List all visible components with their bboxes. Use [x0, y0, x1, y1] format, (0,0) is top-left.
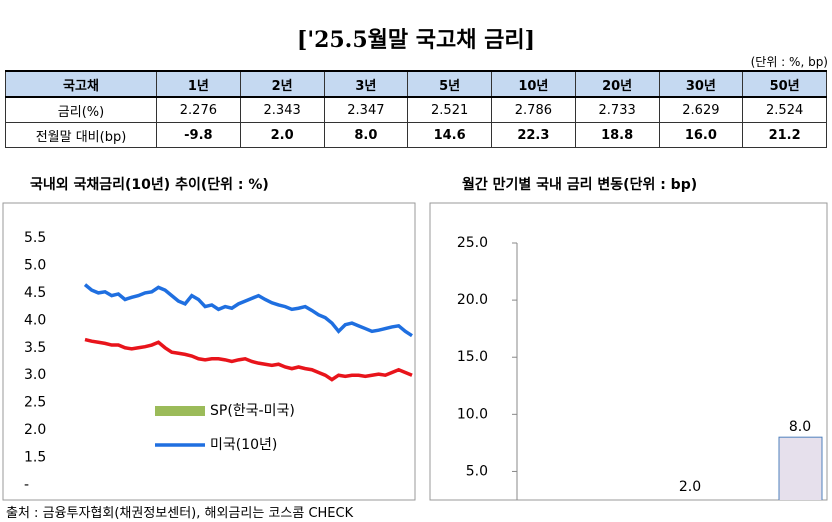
table-cell: 30년 [658, 70, 744, 98]
title: ['25.5월말 국고채 금리] [296, 27, 536, 53]
table-cell: 1년 [156, 70, 241, 98]
y-tick-label: 5.0 [466, 463, 488, 479]
table-row: 전월말 대비(bp) -9.8 2.0 8.0 14.6 22.3 18.8 16.0 21.2 [5, 122, 827, 148]
chart-title: 국내외 국채금리(10년) 추이(단위 : %) [30, 177, 269, 193]
table-cell: 2.0 [239, 122, 325, 148]
table-row: 금리(%) 2.276 2.343 2.347 2.521 2.786 2.733 2.629… [5, 96, 827, 123]
y-tick-label: 2.5 [24, 395, 46, 411]
table-cell: 2.276 [156, 96, 241, 123]
table-row: 국고채 1년 2년 3년 5년 10년 20년 30년 50년 [5, 70, 827, 98]
table-cell: 5년 [407, 70, 492, 98]
table-cell: 50년 [742, 70, 827, 98]
table-cell: 2.343 [239, 96, 325, 123]
table-cell: 16.0 [658, 122, 744, 148]
table-cell: 8.0 [323, 122, 409, 148]
table-cell: 21.2 [742, 122, 827, 148]
legend-swatch [155, 406, 205, 416]
chart-title: 월간 만기별 국내 금리 변동(단위 : bp) [462, 177, 698, 193]
value-label: 8.0 [789, 419, 811, 435]
y-tick-label: 2.0 [24, 422, 46, 438]
value-label: 2.0 [679, 479, 701, 495]
y-tick-label: 20.0 [457, 292, 488, 308]
table-cell: 전월말 대비(bp) [5, 122, 157, 148]
y-tick-label: 15.0 [457, 349, 488, 365]
table-cell: 2.786 [491, 96, 576, 123]
chart-frame [2, 202, 416, 501]
table-cell: 3년 [323, 70, 409, 98]
table-cell: 10년 [491, 70, 576, 98]
table-cell: -9.8 [156, 122, 241, 148]
y-tick-label: 1.5 [24, 450, 46, 466]
y-tick-label: 4.5 [24, 285, 46, 301]
table-cell: 국고채 [5, 70, 157, 98]
y-tick-label: 25.0 [457, 235, 488, 251]
table-cell: 20년 [574, 70, 660, 98]
table-cell: 14.6 [407, 122, 492, 148]
chart-frame [429, 202, 828, 501]
legend-label: 미국(10년) [210, 437, 277, 453]
y-tick-label: 5.0 [24, 257, 46, 273]
y-tick-label: 3.5 [24, 340, 46, 356]
table-cell: 2.521 [407, 96, 492, 123]
bar [778, 436, 823, 500]
rate-table: 국고채 1년 2년 3년 5년 10년 20년 30년 50년 금리(%) 2.276 2.343 2.… [5, 70, 827, 148]
line [83, 283, 413, 338]
y-tick-label: - [24, 477, 29, 493]
table-cell: 18.8 [574, 122, 660, 148]
bar [669, 506, 712, 522]
table-cell: 22.3 [491, 122, 576, 148]
y-tick-label: 5.5 [24, 230, 46, 246]
unit: (단위 : %, bp) [750, 55, 828, 69]
legend-label: SP(한국-미국) [210, 403, 295, 419]
y-tick-label: 3.0 [24, 367, 46, 383]
table-cell: 2년 [239, 70, 325, 98]
table-cell: 2.629 [658, 96, 744, 123]
source: 출처 : 금융투자협회(채권정보센터), 해외금리는 코스콤 CHECK [6, 506, 354, 521]
y-tick-label: 10.0 [457, 406, 488, 422]
y-tick-label: 4.0 [24, 312, 46, 328]
line [84, 337, 413, 382]
